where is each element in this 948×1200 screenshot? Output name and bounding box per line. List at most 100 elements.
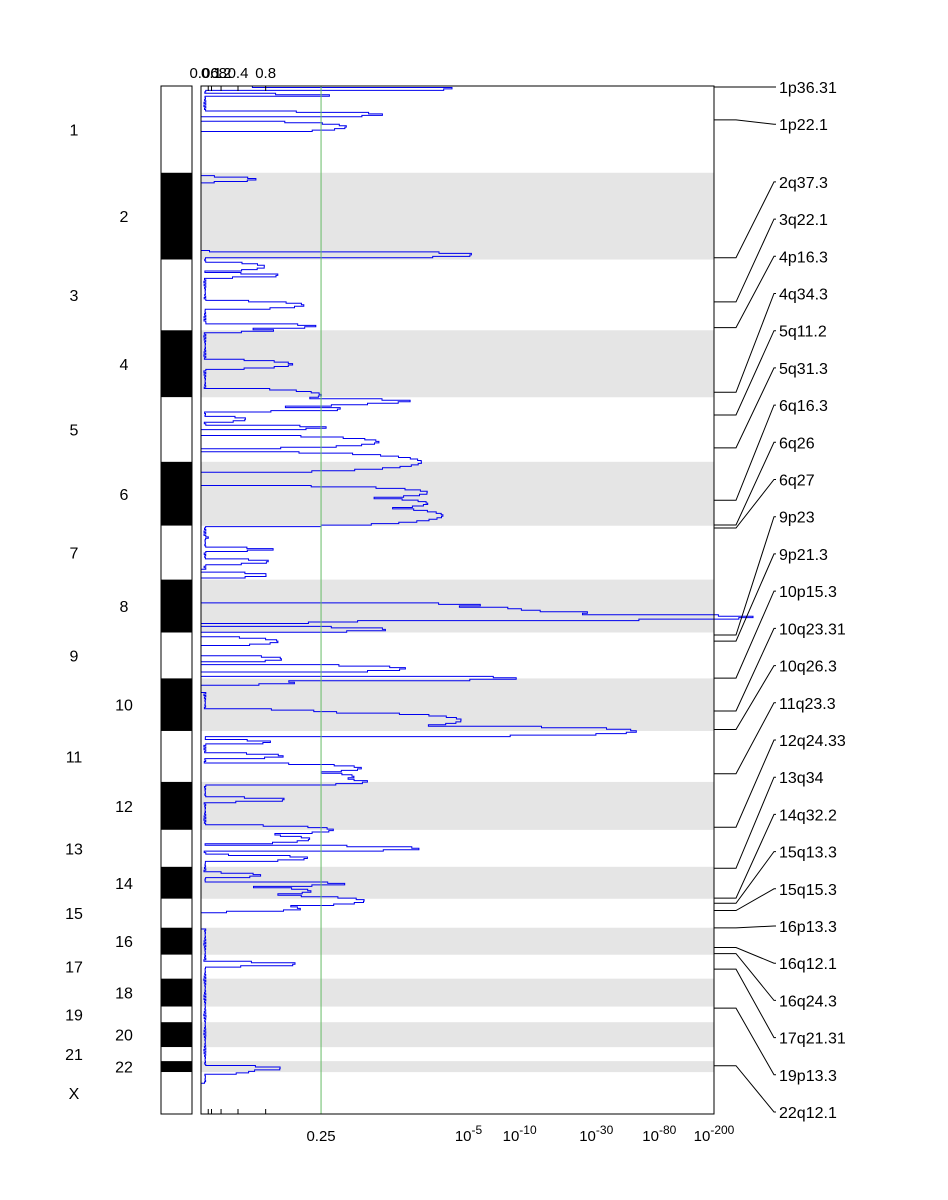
ideogram-segment-5 <box>161 397 192 462</box>
ideogram-segment-19 <box>161 1006 192 1023</box>
chromosome-label-11: 11 <box>66 749 83 766</box>
ideogram-segment-22 <box>161 1061 192 1073</box>
bottom-tick-exponent-5: -200 <box>710 1123 734 1137</box>
cytoband-label-5: 4q34.3 <box>779 287 828 304</box>
bottom-tick-base-0: 0.25 <box>306 1128 335 1145</box>
ideogram-segment-7 <box>161 525 192 580</box>
bottom-tick-label-3: 10-30 <box>579 1123 613 1145</box>
ideogram-segment-9 <box>161 632 192 679</box>
cytoband-leader-24 <box>714 953 776 1001</box>
chromosome-band-22 <box>201 1061 714 1073</box>
chromosome-ideogram <box>160 85 193 1115</box>
cytoband-leader-9 <box>714 441 776 526</box>
cytoband-leader-22 <box>714 925 776 929</box>
plot-frame <box>200 85 715 1115</box>
bottom-tick-exponent-1: -5 <box>472 1123 483 1137</box>
bottom-tick-base-3: 10 <box>579 1128 596 1145</box>
top-tick-label-4: 0.8 <box>255 65 276 82</box>
chromosome-label-X: X <box>69 1086 80 1103</box>
cytoband-label-2: 2q37.3 <box>779 175 828 192</box>
chromosome-band-10 <box>201 678 714 731</box>
cytoband-label-9: 6q26 <box>779 435 815 452</box>
chromosome-band-4 <box>201 330 714 398</box>
chromosome-label-7: 7 <box>70 546 79 563</box>
qvalue-series <box>200 85 754 1114</box>
chromosome-label-17: 17 <box>65 960 83 977</box>
cytoband-label-27: 22q12.1 <box>779 1105 837 1122</box>
cytoband-label-12: 9p21.3 <box>779 547 828 564</box>
cytoband-label-26: 19p13.3 <box>779 1068 837 1085</box>
cytoband-label-6: 5q11.2 <box>779 324 827 341</box>
cytoband-label-20: 15q13.3 <box>779 845 837 862</box>
chromosome-label-4: 4 <box>120 357 129 374</box>
chromosome-label-8: 8 <box>120 599 129 616</box>
ideogram-segment-17 <box>161 954 192 979</box>
ideogram-segment-13 <box>161 829 192 867</box>
cytoband-leader-17 <box>714 739 776 828</box>
qvalue-step-line <box>200 85 754 1114</box>
cytoband-label-13: 10p15.3 <box>779 584 837 601</box>
chromosome-band-20 <box>201 1022 714 1048</box>
ideogram-segment-16 <box>161 927 192 955</box>
ideogram-segment-12 <box>161 781 192 830</box>
cytoband-leader-2 <box>714 181 776 259</box>
bottom-tick-base-2: 10 <box>503 1128 520 1145</box>
cytoband-leader-20 <box>714 851 776 904</box>
cytoband-leader-21 <box>714 888 776 911</box>
cytoband-label-4: 4p16.3 <box>779 249 828 266</box>
chromosome-band-12 <box>201 781 714 830</box>
chromosome-band-16 <box>201 927 714 955</box>
chromosome-shading <box>201 172 714 1073</box>
cytoband-leader-26 <box>714 1007 776 1076</box>
ideogram-segment-18 <box>161 978 192 1007</box>
chromosome-band-2 <box>201 172 714 260</box>
cytoband-leader-15 <box>714 665 776 730</box>
chromosome-band-6 <box>201 461 714 526</box>
cytoband-label-17: 12q24.33 <box>779 733 846 750</box>
cytoband-label-22: 16p13.3 <box>779 919 837 936</box>
top-tick-label-2: 0.2 <box>211 65 232 82</box>
cytoband-leader-12 <box>714 553 776 642</box>
top-tick-label-0: 0.068 <box>189 65 227 82</box>
ideogram-segment-14 <box>161 866 192 899</box>
cytoband-label-14: 10q23.31 <box>779 621 846 638</box>
chromosome-label-20: 20 <box>115 1028 133 1045</box>
cytoband-leader-25 <box>714 968 776 1039</box>
chromosome-label-16: 16 <box>115 934 133 951</box>
chromosome-label-22: 22 <box>115 1060 133 1077</box>
cytoband-label-15: 10q26.3 <box>779 659 837 676</box>
cytoband-label-23: 16q12.1 <box>779 956 837 973</box>
cytoband-leader-19 <box>714 813 776 899</box>
cytoband-leader-8 <box>714 404 776 501</box>
bottom-axis-ticks: 0.25 10-5 10-10 10-30 10-80 10-200 <box>306 1123 734 1145</box>
bottom-tick-base-5: 10 <box>694 1128 711 1145</box>
ideogram-segment-10 <box>161 678 192 731</box>
ideogram-segment-21 <box>161 1047 192 1062</box>
cytoband-label-11: 9p23 <box>779 510 815 527</box>
cytoband-label-21: 15q15.3 <box>779 882 837 899</box>
chromosome-band-18 <box>201 978 714 1007</box>
chromosome-label-14: 14 <box>115 876 133 893</box>
ideogram-segment-X <box>161 1072 192 1114</box>
cytoband-label-7: 5q31.3 <box>779 361 828 378</box>
chromosome-label-3: 3 <box>70 288 79 305</box>
cytoband-label-8: 6q16.3 <box>779 398 828 415</box>
bottom-tick-exponent-4: -80 <box>659 1123 677 1137</box>
cytoband-label-0: 1p36.31 <box>779 80 837 97</box>
cytoband-label-16: 11q23.3 <box>779 696 836 713</box>
bottom-tick-label-0: 0.25 <box>306 1128 335 1145</box>
cytoband-label-3: 3q22.1 <box>779 212 828 229</box>
ideogram-segment-1 <box>161 86 192 173</box>
chromosome-label-5: 5 <box>70 423 79 440</box>
cytoband-label-19: 14q32.2 <box>779 807 837 824</box>
cytoband-leader-7 <box>714 367 776 449</box>
ideogram-segment-6 <box>161 461 192 526</box>
bottom-tick-label-4: 10-80 <box>642 1123 676 1145</box>
top-tick-label-3: 0.4 <box>228 65 249 82</box>
ideogram-segment-15 <box>161 898 192 928</box>
chromosome-label-6: 6 <box>120 487 129 504</box>
bottom-tick-base-4: 10 <box>642 1128 659 1145</box>
bottom-tick-label-1: 10-5 <box>455 1123 483 1145</box>
cytoband-leader-18 <box>714 776 776 869</box>
